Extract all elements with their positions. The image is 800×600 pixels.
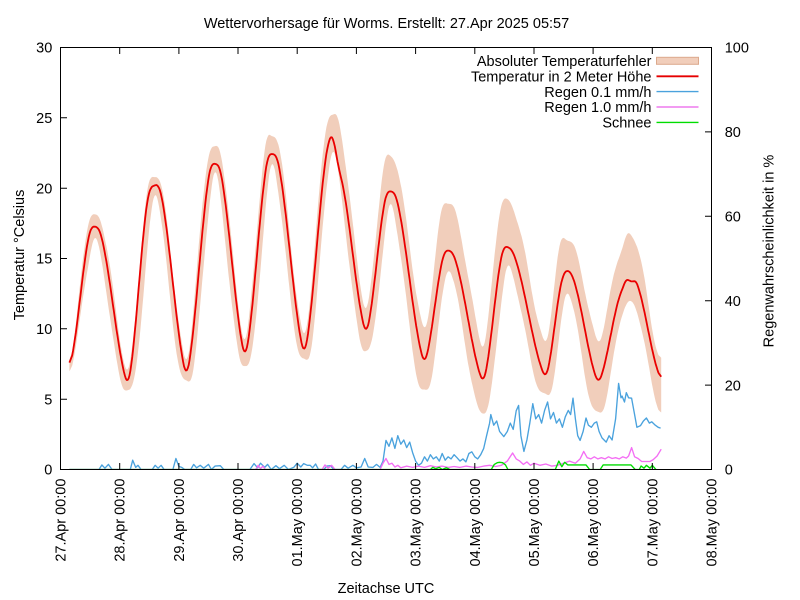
svg-text:02.May 00:00: 02.May 00:00 [349,479,365,567]
svg-text:04.May 00:00: 04.May 00:00 [468,479,484,567]
svg-text:15: 15 [36,252,52,268]
svg-text:30.Apr 00:00: 30.Apr 00:00 [231,479,247,562]
svg-text:Regen 0.1 mm/h: Regen 0.1 mm/h [544,85,651,101]
svg-text:100: 100 [725,41,749,57]
svg-text:27.Apr 00:00: 27.Apr 00:00 [54,479,70,562]
svg-text:06.May 00:00: 06.May 00:00 [586,479,602,567]
svg-text:Wettervorhersage für Worms. Er: Wettervorhersage für Worms. Erstellt: 27… [204,16,569,32]
svg-text:5: 5 [44,392,52,408]
svg-text:Schnee: Schnee [602,116,651,132]
svg-text:Zeitachse UTC: Zeitachse UTC [338,581,435,597]
svg-text:25: 25 [36,111,52,127]
svg-text:Absoluter Temperaturfehler: Absoluter Temperaturfehler [477,54,652,70]
svg-text:30: 30 [36,41,52,57]
svg-text:Temperatur in 2 Meter Höhe: Temperatur in 2 Meter Höhe [471,70,652,86]
svg-text:Temperatur °Celsius: Temperatur °Celsius [12,190,28,321]
svg-text:0: 0 [44,463,52,479]
svg-text:01.May 00:00: 01.May 00:00 [290,479,306,567]
svg-text:60: 60 [725,210,741,226]
svg-text:07.May 00:00: 07.May 00:00 [645,479,661,567]
svg-text:08.May 00:00: 08.May 00:00 [705,479,721,567]
svg-text:80: 80 [725,125,741,141]
svg-text:10: 10 [36,322,52,338]
svg-text:Regen 1.0 mm/h: Regen 1.0 mm/h [544,100,651,116]
svg-text:40: 40 [725,294,741,310]
svg-text:03.May 00:00: 03.May 00:00 [409,479,425,567]
svg-text:20: 20 [725,378,741,394]
svg-text:Regenwahrscheinlichkeit in %: Regenwahrscheinlichkeit in % [762,155,778,348]
svg-text:28.Apr 00:00: 28.Apr 00:00 [113,479,129,562]
svg-text:05.May 00:00: 05.May 00:00 [527,479,543,567]
svg-text:20: 20 [36,181,52,197]
svg-text:0: 0 [725,463,733,479]
svg-text:29.Apr 00:00: 29.Apr 00:00 [172,479,188,562]
